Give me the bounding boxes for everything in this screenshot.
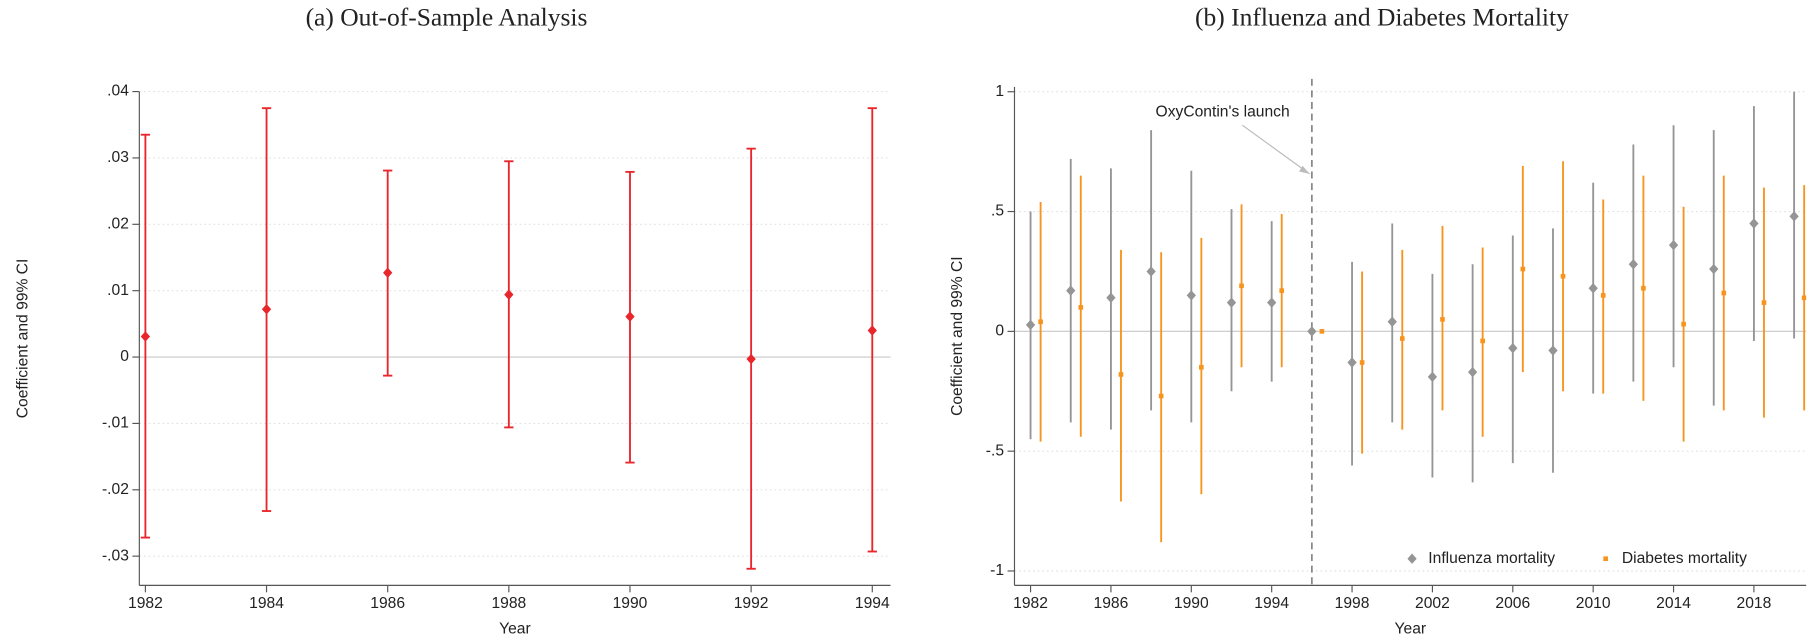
point bbox=[1307, 326, 1317, 337]
y-tick-label: -.5 bbox=[986, 442, 1005, 459]
y-tick-label: -.01 bbox=[102, 415, 129, 432]
x-tick-label: 1982 bbox=[128, 595, 163, 612]
x-tick-label: 1988 bbox=[491, 595, 526, 612]
x-tick-label: 1994 bbox=[855, 595, 890, 612]
point bbox=[1628, 259, 1638, 270]
point bbox=[1078, 305, 1084, 310]
point bbox=[140, 331, 151, 342]
x-tick-label: 1984 bbox=[249, 595, 284, 612]
point bbox=[1668, 239, 1679, 251]
y-tick-label: .01 bbox=[107, 282, 129, 299]
x-tick-label: 2002 bbox=[1415, 595, 1450, 612]
point bbox=[1359, 360, 1365, 365]
point bbox=[1399, 336, 1405, 341]
point bbox=[1226, 297, 1237, 308]
y-tick-label: .04 bbox=[107, 83, 129, 100]
arrow-head bbox=[1299, 165, 1310, 174]
x-axis-label: Year bbox=[499, 621, 531, 638]
point bbox=[1427, 371, 1438, 383]
y-tick-label: .02 bbox=[107, 215, 129, 232]
legend-marker bbox=[1603, 556, 1608, 562]
point bbox=[1267, 297, 1277, 308]
point bbox=[1146, 266, 1156, 277]
x-tick-label: 1998 bbox=[1335, 595, 1370, 612]
point bbox=[504, 289, 514, 300]
y-tick-label: -.03 bbox=[102, 547, 129, 564]
point bbox=[1118, 372, 1124, 377]
y-axis-label: Coefficient and 99% CI bbox=[949, 256, 966, 416]
point bbox=[383, 267, 393, 278]
point bbox=[1641, 285, 1646, 291]
y-tick-label: 0 bbox=[120, 348, 129, 365]
point bbox=[1588, 283, 1598, 294]
x-tick-label: 2006 bbox=[1495, 595, 1530, 612]
x-axis-label: Year bbox=[1395, 621, 1427, 638]
x-tick-label: 1990 bbox=[1174, 595, 1209, 612]
x-tick-label: 2010 bbox=[1576, 595, 1611, 612]
point bbox=[1761, 300, 1767, 305]
point bbox=[1801, 295, 1807, 301]
y-tick-label: 1 bbox=[995, 83, 1004, 100]
point bbox=[1508, 342, 1518, 354]
plot bbox=[1025, 91, 1807, 543]
point bbox=[1749, 218, 1759, 229]
point bbox=[1186, 290, 1196, 301]
point bbox=[1467, 366, 1478, 378]
point bbox=[1548, 345, 1558, 356]
point bbox=[1106, 292, 1116, 304]
legend-marker bbox=[1407, 553, 1417, 564]
point bbox=[1387, 316, 1397, 327]
y-axis-label: Coefficient and 99% CI bbox=[15, 259, 32, 419]
chart: (b) Influenza and Diabetes Mortality Year… bbox=[949, 3, 1807, 638]
point bbox=[1025, 319, 1036, 331]
x-tick-label: 1986 bbox=[370, 595, 405, 612]
y-tick-label: -.02 bbox=[102, 481, 129, 498]
x-tick-label: 1986 bbox=[1094, 595, 1129, 612]
point bbox=[261, 304, 272, 315]
point bbox=[1709, 263, 1719, 275]
plot bbox=[140, 107, 877, 570]
y-tick-label: 0 bbox=[995, 322, 1004, 339]
x-tick-label: 1992 bbox=[734, 595, 769, 612]
x-tick-label: 1982 bbox=[1013, 595, 1048, 612]
x-tick-label: 1990 bbox=[613, 595, 648, 612]
chart-title: (b) Influenza and Diabetes Mortality bbox=[1195, 3, 1569, 32]
point bbox=[1319, 329, 1325, 334]
annotation: OxyContin's launch bbox=[1156, 104, 1290, 121]
chart: (a) Out-of-Sample Analysis Year Coefficien… bbox=[15, 3, 891, 638]
point bbox=[1600, 293, 1606, 298]
point bbox=[1066, 285, 1076, 296]
point bbox=[867, 325, 877, 336]
point bbox=[1681, 321, 1686, 327]
legend-label: Diabetes mortality bbox=[1622, 550, 1747, 567]
point bbox=[1440, 317, 1445, 322]
y-tick-label: -1 bbox=[990, 562, 1004, 579]
point bbox=[1721, 290, 1727, 296]
point bbox=[1480, 338, 1485, 344]
annotation-arrow bbox=[1241, 124, 1310, 175]
x-tick-label: 1994 bbox=[1254, 595, 1289, 612]
x-tick-label: 2014 bbox=[1656, 595, 1691, 612]
point bbox=[1038, 319, 1043, 325]
y-tick-label: .5 bbox=[991, 203, 1004, 220]
point bbox=[746, 353, 756, 365]
point bbox=[1789, 211, 1799, 222]
point bbox=[625, 311, 635, 322]
chart-title: (a) Out-of-Sample Analysis bbox=[306, 3, 588, 32]
legend-label: Influenza mortality bbox=[1428, 550, 1555, 567]
point bbox=[1239, 283, 1244, 289]
x-tick-label: 2018 bbox=[1737, 595, 1772, 612]
point bbox=[1347, 357, 1357, 368]
y-tick-label: .03 bbox=[107, 149, 129, 166]
point bbox=[1158, 393, 1164, 399]
point bbox=[1279, 288, 1285, 293]
point bbox=[1199, 364, 1204, 370]
point bbox=[1560, 273, 1566, 279]
point bbox=[1520, 266, 1526, 272]
